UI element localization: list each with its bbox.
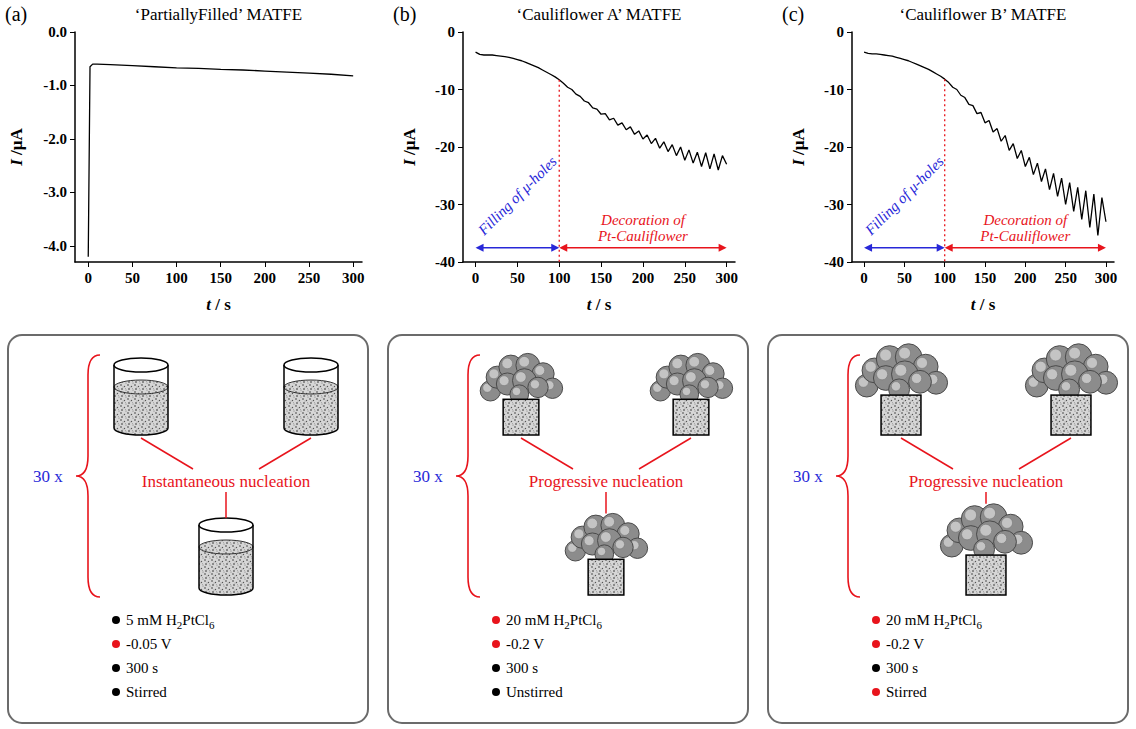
svg-text:-40: -40 bbox=[435, 254, 455, 270]
svg-text:t: t bbox=[206, 295, 211, 314]
svg-text:100: 100 bbox=[165, 270, 188, 286]
svg-text:50: 50 bbox=[510, 270, 525, 286]
svg-text:150: 150 bbox=[209, 270, 232, 286]
svg-text:I: I bbox=[7, 159, 26, 166]
svg-text:200: 200 bbox=[1014, 270, 1037, 286]
svg-text:-30: -30 bbox=[435, 197, 455, 213]
svg-text:250: 250 bbox=[1054, 270, 1077, 286]
svg-text:0: 0 bbox=[472, 270, 480, 286]
svg-text:Stirred: Stirred bbox=[126, 684, 167, 700]
svg-text:200: 200 bbox=[254, 270, 277, 286]
svg-text:t: t bbox=[586, 295, 592, 314]
svg-text:‘Cauliflower B’ MATFE: ‘Cauliflower B’ MATFE bbox=[900, 5, 1067, 24]
svg-text:30 x: 30 x bbox=[793, 467, 823, 486]
svg-text:-10: -10 bbox=[824, 82, 844, 98]
svg-text:300 s: 300 s bbox=[506, 660, 538, 676]
svg-text:/ s: / s bbox=[211, 295, 231, 314]
svg-text:-0.05 V: -0.05 V bbox=[126, 636, 172, 652]
svg-text:-2.0: -2.0 bbox=[43, 131, 67, 147]
svg-text:Decoration of: Decoration of bbox=[600, 212, 687, 228]
svg-text:t: t bbox=[970, 295, 976, 314]
svg-text:20 mM H2PtCl6: 20 mM H2PtCl6 bbox=[506, 612, 603, 631]
svg-text:Unstirred: Unstirred bbox=[506, 684, 563, 700]
svg-text:Decoration of: Decoration of bbox=[982, 212, 1069, 228]
svg-text:-10: -10 bbox=[435, 82, 455, 98]
svg-text:300: 300 bbox=[342, 270, 365, 286]
svg-text:-40: -40 bbox=[824, 254, 844, 270]
svg-text:0: 0 bbox=[860, 270, 868, 286]
svg-text:0: 0 bbox=[84, 270, 92, 286]
svg-text:Filling of μ-holes: Filling of μ-holes bbox=[861, 153, 947, 239]
svg-text:I: I bbox=[400, 159, 419, 166]
svg-text:100: 100 bbox=[548, 270, 571, 286]
svg-text:50: 50 bbox=[897, 270, 912, 286]
svg-text:Progressive nucleation: Progressive nucleation bbox=[909, 472, 1064, 491]
svg-text:/μA: /μA bbox=[789, 128, 808, 160]
svg-text:200: 200 bbox=[632, 270, 655, 286]
svg-text:30 x: 30 x bbox=[33, 467, 63, 486]
svg-text:/μA: /μA bbox=[7, 128, 26, 160]
svg-text:Instantaneous nucleation: Instantaneous nucleation bbox=[142, 472, 311, 491]
svg-text:/ s: / s bbox=[591, 295, 611, 314]
svg-text:-1.0: -1.0 bbox=[43, 77, 67, 93]
svg-text:250: 250 bbox=[674, 270, 697, 286]
svg-text:/ s: / s bbox=[975, 295, 995, 314]
svg-text:20 mM H2PtCl6: 20 mM H2PtCl6 bbox=[886, 612, 983, 631]
svg-text:(b): (b) bbox=[393, 3, 416, 26]
svg-text:-0.2 V: -0.2 V bbox=[886, 636, 924, 652]
svg-text:Progressive nucleation: Progressive nucleation bbox=[529, 472, 684, 491]
svg-text:-20: -20 bbox=[435, 139, 455, 155]
svg-text:150: 150 bbox=[974, 270, 997, 286]
svg-text:-4.0: -4.0 bbox=[43, 238, 67, 254]
svg-text:-20: -20 bbox=[824, 139, 844, 155]
svg-text:50: 50 bbox=[125, 270, 140, 286]
svg-text:-0.2 V: -0.2 V bbox=[506, 636, 544, 652]
svg-text:‘PartiallyFilled’ MATFE: ‘PartiallyFilled’ MATFE bbox=[135, 5, 302, 24]
svg-text:(a): (a) bbox=[5, 3, 27, 26]
svg-text:Pt-Cauliflower: Pt-Cauliflower bbox=[597, 228, 688, 244]
svg-text:250: 250 bbox=[298, 270, 321, 286]
svg-text:/μA: /μA bbox=[400, 128, 419, 160]
svg-text:30 x: 30 x bbox=[413, 467, 443, 486]
svg-text:300: 300 bbox=[1095, 270, 1118, 286]
svg-text:300 s: 300 s bbox=[886, 660, 918, 676]
svg-text:5 mM H2PtCl6: 5 mM H2PtCl6 bbox=[126, 612, 215, 631]
svg-text:300 s: 300 s bbox=[126, 660, 158, 676]
svg-text:100: 100 bbox=[933, 270, 956, 286]
svg-text:‘Cauliflower A’ MATFE: ‘Cauliflower A’ MATFE bbox=[517, 5, 682, 24]
svg-text:Filling of μ-holes: Filling of μ-holes bbox=[474, 153, 560, 239]
svg-text:150: 150 bbox=[590, 270, 613, 286]
svg-text:-3.0: -3.0 bbox=[43, 184, 67, 200]
svg-text:(c): (c) bbox=[782, 3, 804, 26]
svg-text:-30: -30 bbox=[824, 197, 844, 213]
svg-text:300: 300 bbox=[715, 270, 738, 286]
svg-text:Stirred: Stirred bbox=[886, 684, 927, 700]
svg-text:0: 0 bbox=[448, 24, 456, 40]
svg-text:0.0: 0.0 bbox=[48, 24, 67, 40]
svg-text:0: 0 bbox=[837, 24, 845, 40]
svg-text:Pt-Cauliflower: Pt-Cauliflower bbox=[979, 228, 1070, 244]
svg-text:I: I bbox=[789, 159, 808, 166]
